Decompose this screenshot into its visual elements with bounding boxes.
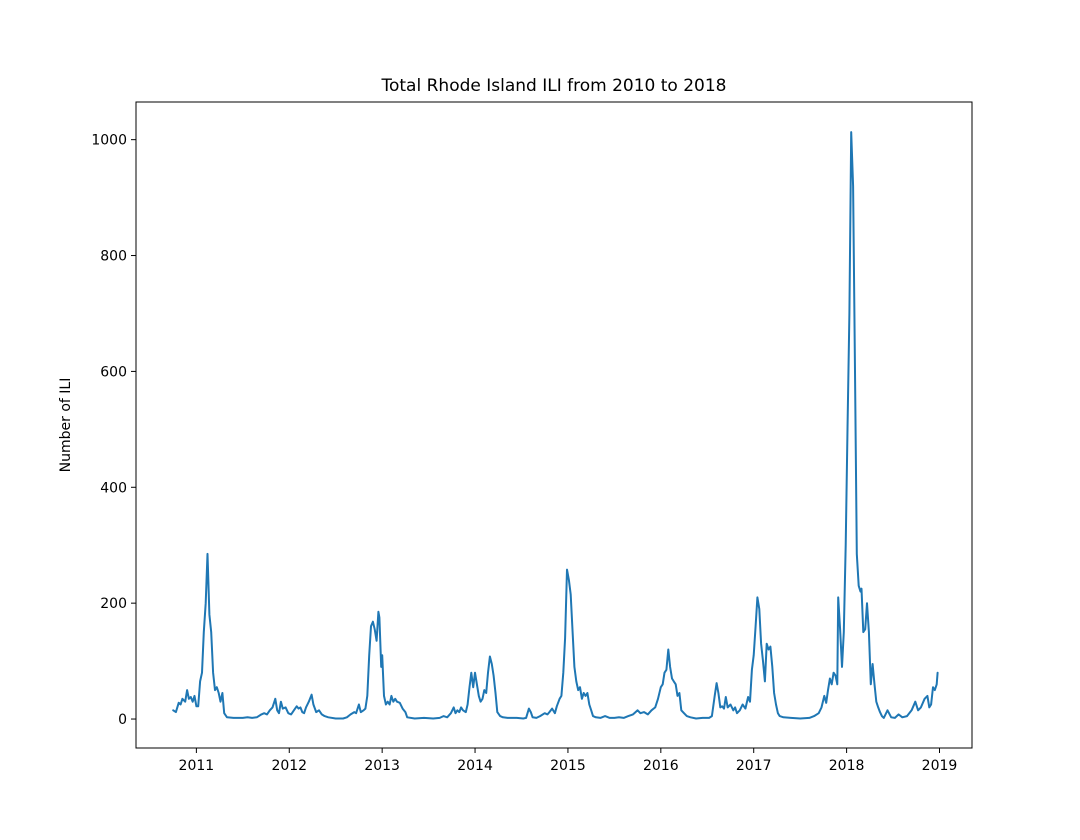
x-tick-label: 2018: [829, 758, 865, 774]
x-tick-label: 2019: [922, 758, 958, 774]
series-layer: [172, 131, 939, 720]
y-tick-label: 600: [100, 364, 127, 380]
y-axis-label: Number of ILI: [58, 378, 74, 473]
x-tick-label: 2017: [736, 758, 772, 774]
y-tick-label: 400: [100, 480, 127, 496]
y-tick-label: 1000: [91, 133, 127, 149]
y-tick-label: 800: [100, 249, 127, 265]
chart-title: Total Rhode Island ILI from 2010 to 2018: [381, 76, 727, 96]
y-axis: 0 200 400 600 800 1000: [91, 133, 136, 728]
series-line-total-ili: [172, 131, 939, 720]
x-tick-label: 2011: [179, 758, 215, 774]
plot-area: [135, 101, 973, 749]
x-axis: 2011 2012 2013 2014 2015 2016 2017 2018 2019: [179, 748, 958, 774]
plot-frame: [135, 101, 973, 749]
x-tick-label: 2013: [364, 758, 400, 774]
x-tick-label: 2014: [457, 758, 493, 774]
x-tick-label: 2015: [550, 758, 586, 774]
y-tick-label: 0: [118, 712, 127, 728]
x-tick-label: 2012: [271, 758, 307, 774]
y-tick-label: 200: [100, 596, 127, 612]
x-tick-label: 2016: [643, 758, 679, 774]
